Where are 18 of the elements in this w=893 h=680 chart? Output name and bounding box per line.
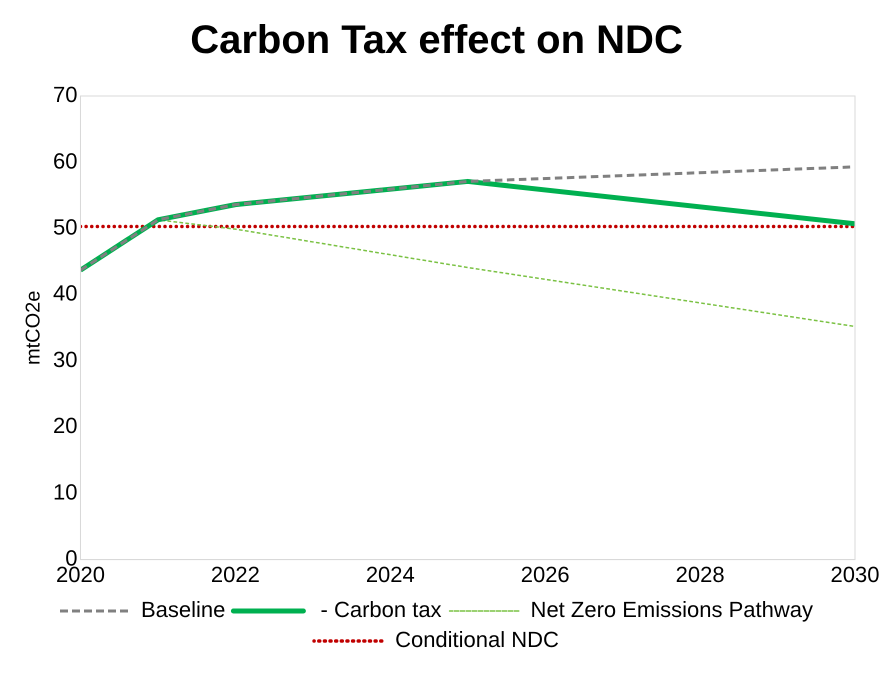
legend-label: Conditional NDC bbox=[395, 627, 560, 652]
legend-label: - Carbon tax bbox=[314, 597, 442, 622]
y-tick-label: 70 bbox=[52, 82, 78, 108]
x-tick-label: 2028 bbox=[676, 562, 725, 587]
x-tick-label: 2022 bbox=[210, 562, 260, 587]
chart-title: Carbon Tax effect on NDC bbox=[190, 18, 683, 62]
x-tick-label: 2024 bbox=[366, 562, 415, 587]
y-tick-label: 10 bbox=[52, 479, 78, 504]
x-tick-label: 2030 bbox=[830, 562, 880, 587]
y-tick-label: 40 bbox=[52, 280, 78, 306]
y-tick-label: 50 bbox=[52, 214, 78, 240]
legend-label: Net Zero Emissions Pathway bbox=[530, 597, 813, 622]
y-tick-label: 30 bbox=[52, 346, 78, 372]
legend-label: Baseline bbox=[141, 597, 226, 622]
y-axis-title: mtCO2e bbox=[22, 290, 45, 366]
x-tick-label: 2026 bbox=[520, 562, 570, 587]
y-tick-label: 60 bbox=[52, 148, 78, 174]
y-tick-label: 20 bbox=[52, 413, 78, 438]
